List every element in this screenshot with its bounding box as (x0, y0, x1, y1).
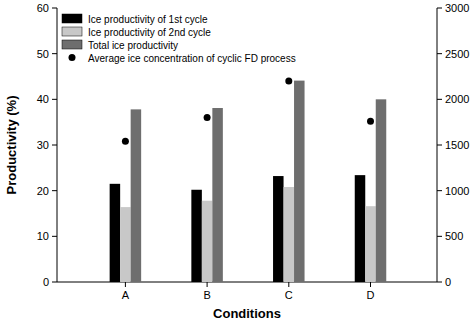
y-tick (52, 53, 57, 54)
point (285, 78, 292, 85)
y2-tick-label: 1500 (445, 139, 469, 151)
x-tick (207, 282, 208, 287)
y2-tick-label: 0 (445, 276, 451, 288)
legend-swatch (62, 27, 82, 36)
bar (294, 81, 305, 282)
y-tick (52, 145, 57, 146)
bar (110, 184, 121, 282)
legend-label: Average ice concentration of cyclic FD p… (88, 53, 296, 64)
x-tick (125, 282, 126, 287)
legend: Ice productivity of 1st cycle Ice product… (62, 14, 296, 64)
legend-label: Total ice productivity (88, 40, 178, 51)
bar (120, 207, 130, 282)
y-tick (52, 8, 57, 9)
bar (355, 175, 366, 282)
y-axis-label: Productivity (%) (4, 96, 19, 195)
y-tick (52, 236, 57, 237)
bar (131, 109, 142, 282)
bar (376, 99, 387, 282)
bar (273, 176, 284, 282)
y-tick-label: 10 (37, 230, 49, 242)
point (367, 118, 374, 125)
point (204, 114, 211, 121)
bar (212, 108, 223, 282)
y2-tick-label: 3000 (445, 2, 469, 14)
bar (365, 206, 376, 282)
x-tick-label: B (203, 289, 210, 301)
y2-tick (437, 145, 442, 146)
y-tick-label: 40 (37, 93, 49, 105)
legend-swatch (62, 40, 82, 49)
y2-tick (437, 8, 442, 9)
x-tick-label: A (122, 289, 130, 301)
x-tick (370, 282, 371, 287)
bar (284, 187, 295, 282)
y-tick-label: 0 (43, 276, 49, 288)
y-tick (52, 282, 57, 283)
y2-tick-label: 500 (445, 230, 463, 242)
y2-tick-label: 2000 (445, 93, 469, 105)
plot-marks (110, 78, 387, 282)
legend-swatch (62, 14, 82, 23)
x-axis-label: Conditions (213, 306, 281, 321)
x-tick-label: D (367, 289, 375, 301)
y-tick-label: 50 (37, 48, 49, 60)
legend-swatch (69, 54, 76, 61)
x-tick (288, 282, 289, 287)
y-tick (52, 190, 57, 191)
y2-tick (437, 53, 442, 54)
y-tick-label: 60 (37, 2, 49, 14)
legend-label: Ice productivity of 2nd cycle (88, 27, 211, 38)
y2-tick-label: 2500 (445, 48, 469, 60)
y-tick-label: 20 (37, 185, 49, 197)
bar (191, 190, 202, 282)
y-tick (52, 99, 57, 100)
y2-tick (437, 236, 442, 237)
point (122, 138, 129, 145)
x-tick-label: C (285, 289, 293, 301)
y-tick-label: 30 (37, 139, 49, 151)
bar (202, 201, 213, 282)
y2-tick-label: 1000 (445, 185, 469, 197)
legend-label: Ice productivity of 1st cycle (88, 14, 208, 25)
y2-tick (437, 282, 442, 283)
y2-tick (437, 99, 442, 100)
y2-tick (437, 190, 442, 191)
